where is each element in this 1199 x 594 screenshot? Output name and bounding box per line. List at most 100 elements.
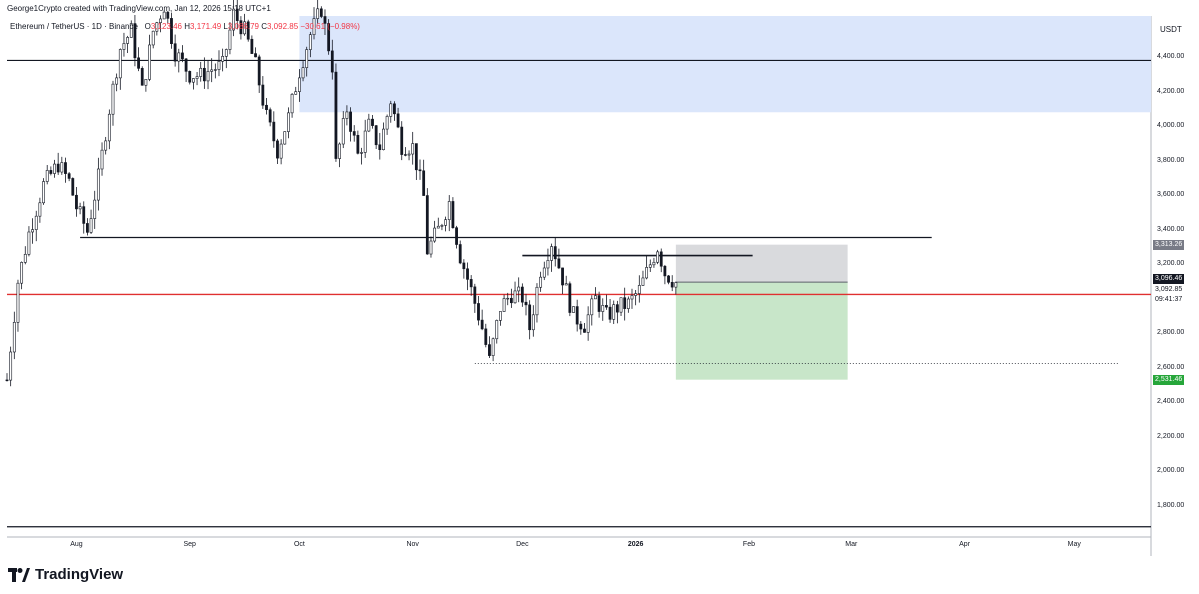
candle-body: [290, 93, 294, 114]
symbol-name: Ethereum / TetherUS · 1D · Binance: [10, 22, 138, 31]
price-tick-label: 3,200.00: [1157, 260, 1185, 268]
candle-body: [206, 71, 210, 82]
supply-zone: [299, 16, 1151, 113]
candle-body: [656, 251, 659, 263]
candle-body: [670, 281, 674, 288]
candle-body: [626, 298, 630, 309]
candle-body: [436, 225, 440, 229]
candle-body: [499, 311, 502, 321]
candle-body: [378, 144, 382, 151]
candle-body: [151, 30, 155, 46]
candle-body: [129, 23, 133, 38]
candle-body: [447, 201, 451, 220]
candle-body: [528, 304, 532, 331]
candle-body: [27, 231, 31, 255]
candle-body: [23, 253, 27, 263]
candle-body: [192, 78, 195, 83]
candle-body: [133, 23, 137, 59]
candle-body: [480, 319, 484, 330]
entry-price-badge: 3,096.46: [1153, 274, 1185, 285]
candle-body: [140, 68, 144, 86]
candle-body: [305, 49, 309, 68]
candle-body: [363, 130, 367, 153]
candle-body: [579, 323, 583, 330]
candle-body: [411, 143, 415, 155]
candle-body: [96, 168, 100, 201]
candle-body: [228, 29, 232, 50]
candle-body: [327, 23, 331, 52]
candle-body: [414, 143, 418, 171]
change-value: −30.61 (−0.98%): [300, 22, 360, 31]
candle-body: [451, 201, 455, 229]
candle-body: [221, 56, 225, 62]
candle-body: [235, 8, 239, 21]
price-tick-label: 2,800.00: [1157, 329, 1185, 337]
candle-body: [100, 149, 104, 170]
candle-body: [144, 79, 148, 86]
candle-body: [524, 301, 528, 306]
open-label: O: [144, 22, 151, 31]
candle-body: [458, 244, 462, 264]
close-label: C: [261, 22, 267, 31]
candle-body: [122, 43, 126, 50]
candle-body: [608, 306, 612, 320]
candle-body: [323, 16, 327, 24]
candle-body: [276, 140, 279, 159]
candle-body: [170, 18, 173, 45]
candle-body: [53, 163, 56, 174]
time-tick-label: 2026: [627, 541, 644, 548]
candle-body: [71, 178, 75, 196]
bar-countdown-badge: 09:41:37: [1153, 294, 1185, 305]
candle-body: [257, 56, 261, 86]
low-label: L: [223, 22, 228, 31]
candle-body: [49, 170, 53, 174]
candle-body: [568, 283, 572, 313]
brand-name: TradingView: [35, 566, 124, 583]
candle-body: [382, 128, 385, 151]
time-tick-label: Oct: [293, 541, 305, 548]
tradingview-logo[interactable]: TradingView: [8, 566, 123, 583]
candle-body: [674, 282, 678, 288]
candle-body: [217, 61, 221, 70]
open-value: 3,123.46: [150, 22, 182, 31]
candle-body: [107, 113, 111, 142]
candle-body: [403, 154, 407, 156]
candle-body: [330, 50, 334, 73]
candle-body: [67, 173, 71, 179]
symbol-legend: Ethereum / TetherUS · 1D · Binance O3,12…: [10, 22, 360, 31]
candle-body: [250, 38, 254, 54]
high-value: 3,171.49: [190, 22, 222, 31]
candle-body: [173, 43, 177, 62]
time-tick-label: Apr: [959, 541, 971, 548]
stop-price-badge: 3,313.26: [1153, 239, 1185, 250]
candle-body: [590, 298, 594, 316]
candle-body: [561, 267, 564, 286]
candle-body: [484, 328, 488, 345]
candle-body: [316, 8, 320, 19]
price-tick-label: 1,800.00: [1157, 502, 1185, 509]
candle-body: [199, 67, 203, 77]
candle-body: [619, 297, 623, 313]
target-price-badge: 2,531.46: [1153, 374, 1185, 385]
candle-body: [243, 21, 246, 35]
price-tick-label: 4,000.00: [1157, 122, 1185, 130]
candle-body: [60, 162, 64, 173]
stop-loss-zone: [675, 244, 848, 283]
candle-body: [477, 303, 480, 321]
candle-body: [89, 218, 93, 233]
candle-body: [444, 219, 447, 226]
candle-body: [341, 118, 345, 145]
time-tick-label: Sep: [183, 541, 196, 548]
candle-body: [455, 227, 458, 245]
candle-body: [34, 215, 38, 230]
candle-body: [126, 37, 130, 44]
candle-body: [137, 57, 140, 69]
candle-body: [385, 116, 389, 130]
candle-body: [539, 276, 543, 288]
candle-body: [9, 351, 13, 381]
candle-body: [572, 306, 575, 313]
candle-body: [648, 264, 652, 268]
candle-body: [659, 251, 663, 267]
candle-body: [360, 152, 363, 154]
